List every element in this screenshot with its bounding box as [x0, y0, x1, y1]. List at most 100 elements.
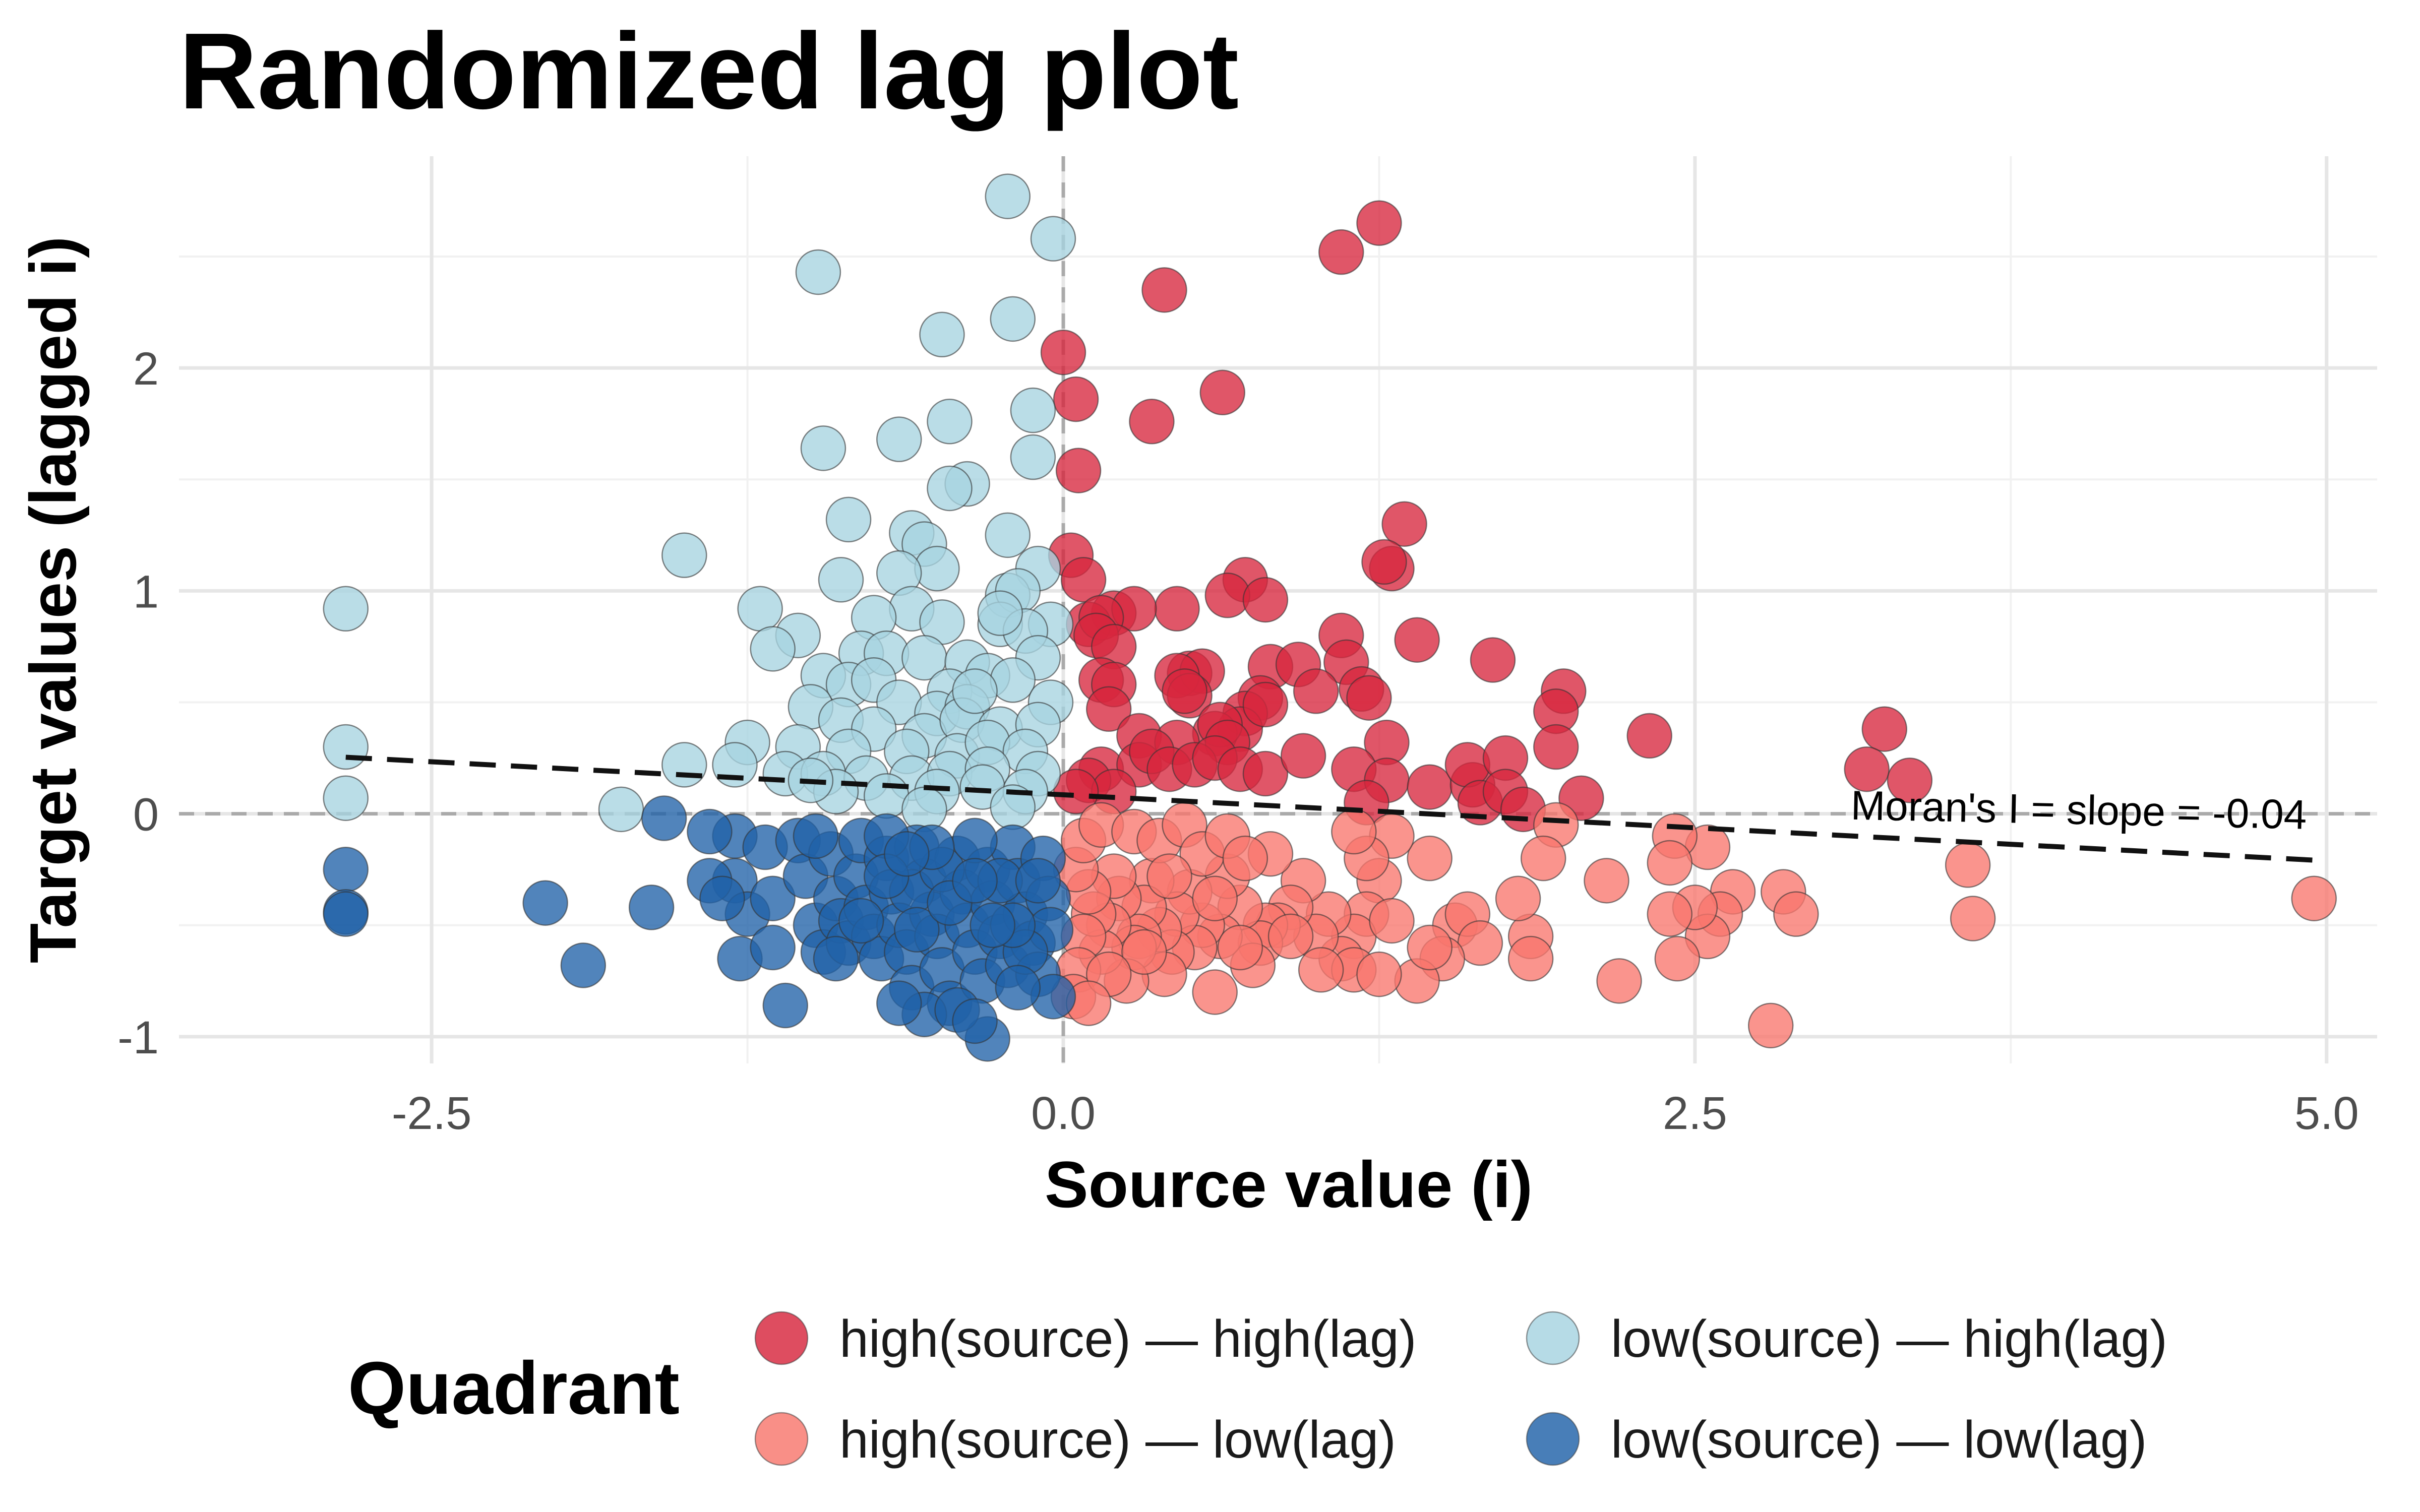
data-point — [1507, 935, 1554, 982]
data-point — [687, 808, 733, 855]
data-point — [1298, 947, 1344, 993]
data-point — [323, 891, 369, 937]
data-point — [1015, 858, 1061, 904]
data-point — [1154, 586, 1200, 632]
legend: Quadrant high(source) — high(lag)high(so… — [348, 1310, 2167, 1469]
data-point — [1242, 577, 1289, 623]
data-point — [699, 875, 745, 921]
y-tick-label: 0 — [133, 789, 159, 841]
data-point — [1060, 557, 1107, 603]
data-point — [750, 924, 796, 971]
legend-entries: high(source) — high(lag) high(source) — l… — [754, 1310, 2167, 1469]
data-point — [323, 775, 369, 821]
legend-swatch — [1526, 1412, 1580, 1466]
legend-label: low(source) — low(lag) — [1611, 1411, 2147, 1469]
data-point — [712, 742, 758, 788]
data-point — [1747, 1002, 1794, 1049]
chart-title: Randomized lag plot — [179, 10, 1239, 132]
data-point — [737, 586, 783, 632]
data-point — [894, 907, 940, 953]
data-point — [1053, 376, 1099, 422]
data-point — [1647, 840, 1693, 886]
data-point — [1129, 399, 1175, 445]
data-point — [884, 831, 930, 877]
data-point — [762, 982, 809, 1029]
data-point — [800, 425, 846, 471]
data-point — [1584, 858, 1629, 904]
data-point — [1495, 875, 1541, 921]
data-point — [1053, 769, 1099, 814]
data-point — [1407, 924, 1453, 971]
data-point — [995, 965, 1041, 1011]
plot-area: Moran's I = slope = -0.04 — [179, 156, 2377, 1063]
data-point — [952, 817, 998, 863]
data-point — [560, 942, 607, 988]
data-point — [1331, 808, 1377, 855]
data-point — [1861, 706, 1908, 752]
legend-swatch — [754, 1412, 809, 1466]
x-axis-ticks: -2.5 0.0 2.5 5.0 — [392, 1088, 2359, 1139]
data-point — [927, 465, 973, 512]
y-axis-ticks: -1 0 1 2 — [117, 343, 159, 1063]
data-point — [1407, 764, 1453, 810]
data-points — [323, 173, 2337, 1062]
data-point — [901, 786, 947, 833]
data-point — [977, 590, 1023, 636]
data-point — [1470, 637, 1516, 683]
data-point — [323, 724, 369, 770]
data-point — [1217, 924, 1263, 971]
data-point — [985, 173, 1031, 219]
x-tick-label: 2.5 — [1663, 1088, 1727, 1139]
data-point — [1887, 758, 1933, 803]
data-point — [1199, 369, 1245, 416]
data-point — [1162, 668, 1207, 714]
data-point — [1407, 835, 1453, 881]
data-point — [990, 296, 1036, 342]
data-point — [1844, 746, 1890, 792]
data-point — [1356, 200, 1402, 246]
data-point — [813, 935, 859, 982]
legend-label: high(source) — high(lag) — [839, 1310, 1417, 1368]
data-point — [641, 795, 687, 841]
data-point — [1010, 387, 1056, 433]
y-tick-label: 2 — [133, 343, 159, 395]
data-point — [323, 846, 369, 893]
data-point — [1945, 842, 1991, 888]
data-point — [1030, 216, 1076, 262]
data-point — [1356, 951, 1402, 997]
data-point — [1141, 267, 1187, 313]
legend-label: low(source) — high(lag) — [1611, 1310, 2167, 1368]
data-point — [1950, 896, 1996, 941]
data-point — [1346, 675, 1392, 721]
data-point — [1533, 724, 1579, 770]
moran-annotation: Moran's I = slope = -0.04 — [1850, 783, 2307, 838]
data-point — [1192, 969, 1238, 1015]
data-point — [876, 980, 922, 1026]
data-point — [1267, 913, 1314, 960]
data-point — [1085, 686, 1132, 732]
x-tick-label: -2.5 — [392, 1088, 472, 1139]
data-point — [1222, 835, 1268, 881]
data-point — [825, 496, 872, 543]
data-point — [598, 786, 644, 833]
data-point — [1773, 891, 1819, 937]
legend-swatch — [754, 1311, 809, 1365]
data-point — [1369, 898, 1415, 944]
data-point — [1242, 681, 1289, 728]
data-point — [1654, 935, 1701, 982]
legend-swatch — [1526, 1311, 1580, 1365]
data-point — [985, 512, 1031, 558]
data-point — [661, 742, 707, 788]
data-point — [1146, 853, 1192, 899]
data-point — [323, 586, 369, 632]
data-point — [750, 875, 796, 921]
data-point — [838, 898, 884, 944]
data-point — [1293, 668, 1339, 714]
data-point — [1361, 539, 1407, 585]
y-axis-title: Target values (lagged i) — [16, 236, 90, 963]
data-point — [927, 399, 973, 445]
data-point — [818, 557, 864, 603]
data-point — [1242, 750, 1289, 797]
data-point — [876, 416, 922, 462]
